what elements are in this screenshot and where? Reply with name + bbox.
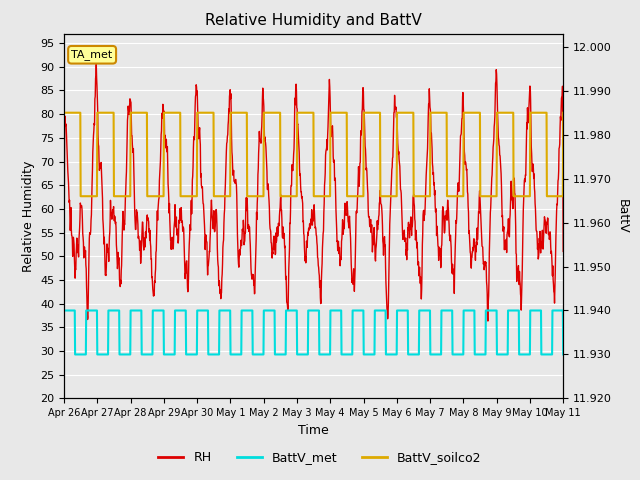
Legend: RH, BattV_met, BattV_soilco2: RH, BattV_met, BattV_soilco2: [154, 446, 486, 469]
Title: Relative Humidity and BattV: Relative Humidity and BattV: [205, 13, 422, 28]
Text: TA_met: TA_met: [72, 49, 113, 60]
Y-axis label: BattV: BattV: [616, 199, 628, 233]
X-axis label: Time: Time: [298, 424, 329, 437]
Y-axis label: Relative Humidity: Relative Humidity: [22, 160, 35, 272]
